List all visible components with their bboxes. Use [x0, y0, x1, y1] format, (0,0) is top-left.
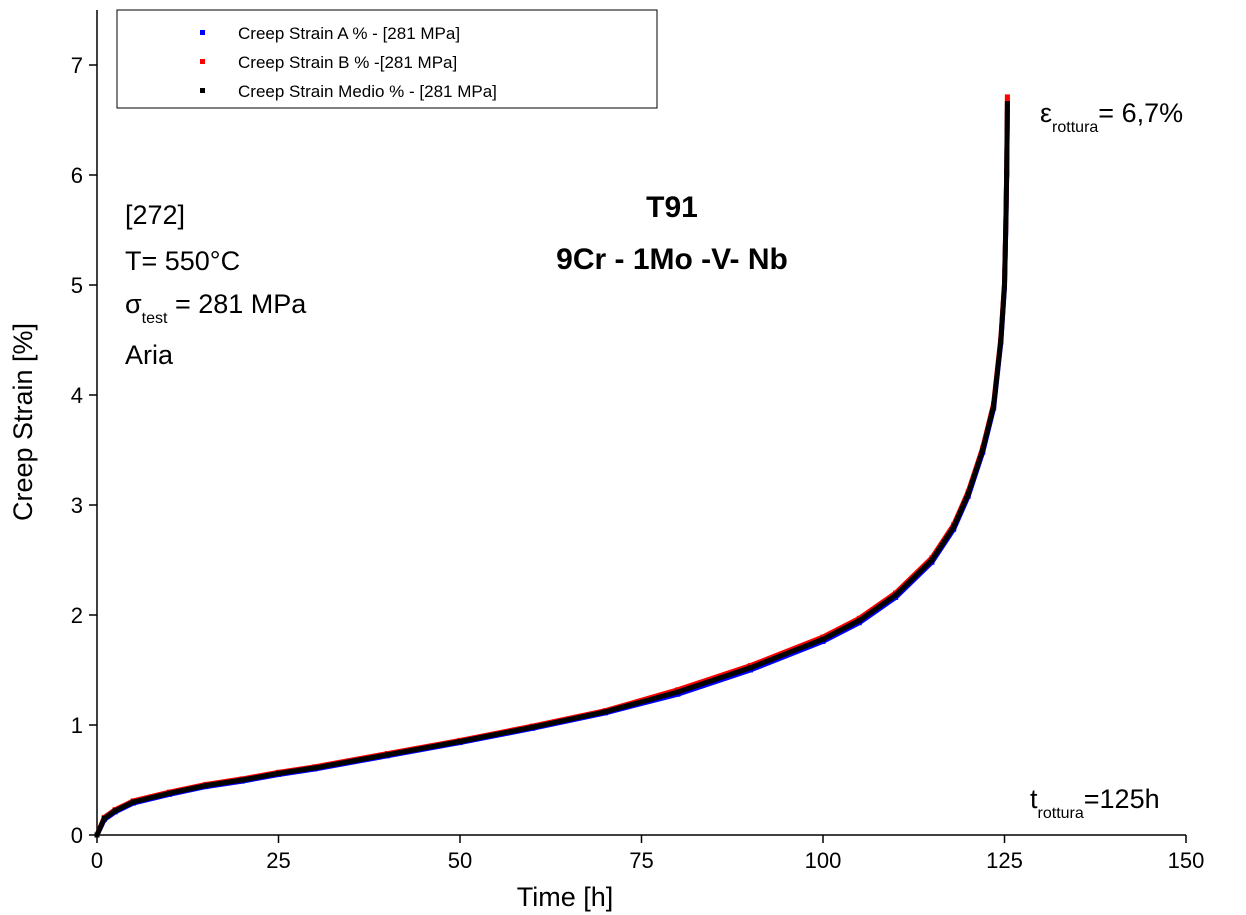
point — [101, 816, 107, 821]
series-line — [94, 103, 1010, 837]
annotation: Aria — [125, 340, 174, 370]
x-axis-label: Time [h] — [517, 882, 614, 912]
point — [457, 739, 463, 744]
point — [820, 636, 826, 642]
annotation: σtest = 281 MPa — [125, 289, 307, 327]
annotation: εrottura= 6,7% — [1040, 98, 1183, 136]
legend-label: Creep Strain B % -[281 MPa] — [238, 53, 457, 72]
point — [602, 709, 608, 715]
legend-marker — [200, 30, 205, 35]
point — [130, 799, 136, 805]
point — [951, 524, 957, 530]
point — [203, 783, 209, 788]
point — [312, 765, 318, 771]
annotation: [272] — [125, 200, 185, 230]
y-tick-label: 4 — [71, 383, 83, 408]
point — [747, 665, 753, 671]
point — [1003, 216, 1009, 222]
x-tick-label: 150 — [1168, 848, 1205, 873]
x-tick-label: 0 — [91, 848, 103, 873]
point — [1004, 170, 1010, 176]
point — [998, 337, 1004, 343]
series-line — [94, 111, 1010, 837]
point — [675, 689, 681, 695]
y-tick-label: 5 — [71, 273, 83, 298]
point — [530, 724, 536, 730]
annotation: T= 550°C — [125, 246, 240, 276]
legend-box — [116, 9, 658, 109]
point — [980, 447, 986, 453]
x-tick-label: 100 — [805, 848, 842, 873]
y-tick-label: 3 — [71, 493, 83, 518]
x-tick-label: 50 — [448, 848, 472, 873]
legend-label: Creep Strain Medio % - [281 MPa] — [238, 82, 497, 101]
x-tick-label: 75 — [629, 848, 653, 873]
annotation: 9Cr - 1Mo -V- Nb — [556, 243, 788, 276]
x-tick-label: 25 — [266, 848, 290, 873]
x-tick-label: 125 — [986, 848, 1023, 873]
annotation: T91 — [646, 191, 698, 224]
point — [893, 592, 899, 598]
point — [929, 557, 935, 563]
legend-marker — [200, 59, 205, 64]
point — [112, 808, 118, 814]
legend-marker — [200, 88, 205, 93]
y-tick-label: 6 — [71, 163, 83, 188]
y-tick-label: 0 — [71, 823, 83, 848]
point — [94, 832, 100, 838]
point — [276, 770, 281, 776]
point — [1004, 94, 1010, 100]
legend-label: Creep Strain A % - [281 MPa] — [238, 24, 460, 43]
point — [965, 491, 971, 497]
point — [239, 777, 245, 783]
point — [991, 403, 997, 409]
point — [1004, 101, 1010, 106]
y-tick-label: 7 — [71, 53, 83, 78]
annotation: trottura=125h — [1030, 784, 1160, 822]
y-tick-label: 1 — [71, 713, 83, 738]
point — [167, 790, 173, 796]
y-tick-label: 2 — [71, 603, 83, 628]
y-axis-label: Creep Strain [%] — [8, 323, 38, 521]
point — [856, 618, 862, 623]
point — [1002, 282, 1007, 288]
point — [384, 752, 390, 758]
